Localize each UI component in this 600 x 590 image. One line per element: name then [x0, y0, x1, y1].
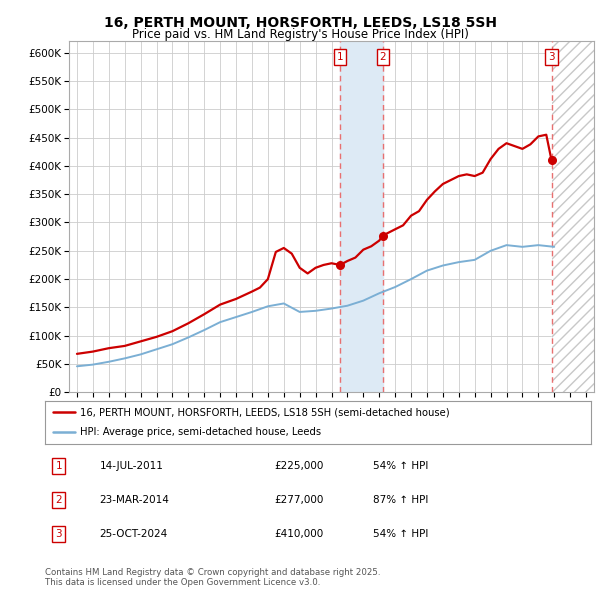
- Text: 2: 2: [55, 495, 62, 505]
- Text: 87% ↑ HPI: 87% ↑ HPI: [373, 495, 428, 505]
- Bar: [340, 41, 383, 392]
- Text: 23-MAR-2014: 23-MAR-2014: [100, 495, 169, 505]
- Text: 3: 3: [548, 52, 555, 62]
- Text: Contains HM Land Registry data © Crown copyright and database right 2025.
This d: Contains HM Land Registry data © Crown c…: [45, 568, 380, 587]
- Text: 16, PERTH MOUNT, HORSFORTH, LEEDS, LS18 5SH: 16, PERTH MOUNT, HORSFORTH, LEEDS, LS18 …: [104, 16, 497, 30]
- Text: Price paid vs. HM Land Registry's House Price Index (HPI): Price paid vs. HM Land Registry's House …: [131, 28, 469, 41]
- Text: HPI: Average price, semi-detached house, Leeds: HPI: Average price, semi-detached house,…: [80, 427, 322, 437]
- Text: 3: 3: [55, 529, 62, 539]
- Text: 1: 1: [55, 461, 62, 471]
- Text: 1: 1: [337, 52, 343, 62]
- Text: £225,000: £225,000: [274, 461, 323, 471]
- Text: £410,000: £410,000: [274, 529, 323, 539]
- Text: £277,000: £277,000: [274, 495, 323, 505]
- Bar: [551, 41, 594, 392]
- Text: 54% ↑ HPI: 54% ↑ HPI: [373, 529, 428, 539]
- Text: 25-OCT-2024: 25-OCT-2024: [100, 529, 168, 539]
- Text: 16, PERTH MOUNT, HORSFORTH, LEEDS, LS18 5SH (semi-detached house): 16, PERTH MOUNT, HORSFORTH, LEEDS, LS18 …: [80, 407, 450, 417]
- Text: 54% ↑ HPI: 54% ↑ HPI: [373, 461, 428, 471]
- Bar: [551, 41, 594, 392]
- Text: 14-JUL-2011: 14-JUL-2011: [100, 461, 163, 471]
- Text: 2: 2: [380, 52, 386, 62]
